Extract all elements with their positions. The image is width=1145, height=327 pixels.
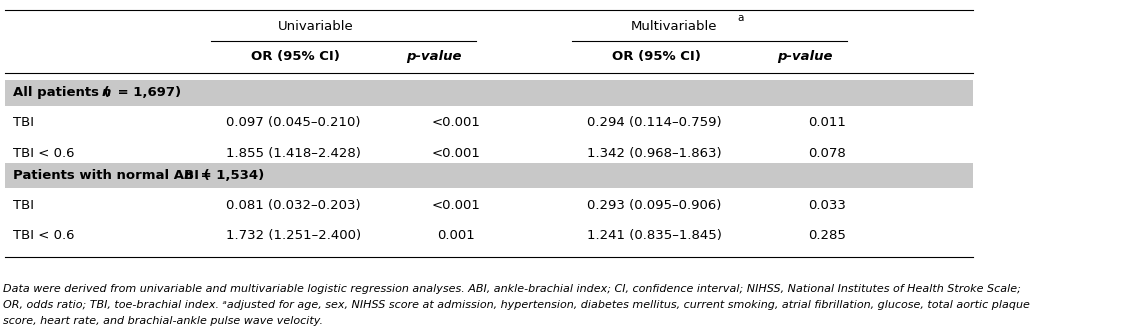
Text: = 1,534): = 1,534) xyxy=(196,169,263,182)
Text: 1.855 (1.418–2.428): 1.855 (1.418–2.428) xyxy=(226,146,361,160)
Text: All patients (: All patients ( xyxy=(13,86,110,99)
Text: Patients with normal ABI (: Patients with normal ABI ( xyxy=(13,169,210,182)
Text: p-value: p-value xyxy=(406,50,461,63)
Text: 0.293 (0.095–0.906): 0.293 (0.095–0.906) xyxy=(586,199,721,212)
Text: 1.342 (0.968–1.863): 1.342 (0.968–1.863) xyxy=(586,146,721,160)
Text: 0.285: 0.285 xyxy=(808,230,846,242)
Text: TBI: TBI xyxy=(13,199,34,212)
Text: 0.081 (0.032–0.203): 0.081 (0.032–0.203) xyxy=(226,199,361,212)
Text: 0.097 (0.045–0.210): 0.097 (0.045–0.210) xyxy=(226,116,361,129)
Text: OR (95% CI): OR (95% CI) xyxy=(613,50,701,63)
Text: <0.001: <0.001 xyxy=(432,146,481,160)
Text: 0.011: 0.011 xyxy=(808,116,846,129)
Text: 0.078: 0.078 xyxy=(808,146,846,160)
Text: score, heart rate, and brachial-ankle pulse wave velocity.: score, heart rate, and brachial-ankle pu… xyxy=(3,316,323,326)
Text: a: a xyxy=(737,13,743,23)
Text: Data were derived from univariable and multivariable logistic regression analyse: Data were derived from univariable and m… xyxy=(3,284,1021,294)
Bar xyxy=(5,80,973,106)
Text: TBI: TBI xyxy=(13,116,34,129)
Text: OR, odds ratio; TBI, toe-brachial index. ᵃadjusted for age, sex, NIHSS score at : OR, odds ratio; TBI, toe-brachial index.… xyxy=(3,300,1029,310)
Text: = 1,697): = 1,697) xyxy=(113,86,181,99)
Text: TBI < 0.6: TBI < 0.6 xyxy=(13,230,74,242)
Text: p-value: p-value xyxy=(777,50,834,63)
Text: 1.732 (1.251–2.400): 1.732 (1.251–2.400) xyxy=(226,230,361,242)
Bar xyxy=(5,163,973,188)
Text: <0.001: <0.001 xyxy=(432,199,481,212)
Text: 0.294 (0.114–0.759): 0.294 (0.114–0.759) xyxy=(586,116,721,129)
Text: n: n xyxy=(101,86,111,99)
Text: n: n xyxy=(183,169,192,182)
Text: Univariable: Univariable xyxy=(278,20,354,33)
Text: 0.001: 0.001 xyxy=(437,230,475,242)
Text: 1.241 (0.835–1.845): 1.241 (0.835–1.845) xyxy=(586,230,721,242)
Text: TBI < 0.6: TBI < 0.6 xyxy=(13,146,74,160)
Text: <0.001: <0.001 xyxy=(432,116,481,129)
Text: Multivariable: Multivariable xyxy=(631,20,717,33)
Text: 0.033: 0.033 xyxy=(808,199,846,212)
Text: OR (95% CI): OR (95% CI) xyxy=(252,50,340,63)
